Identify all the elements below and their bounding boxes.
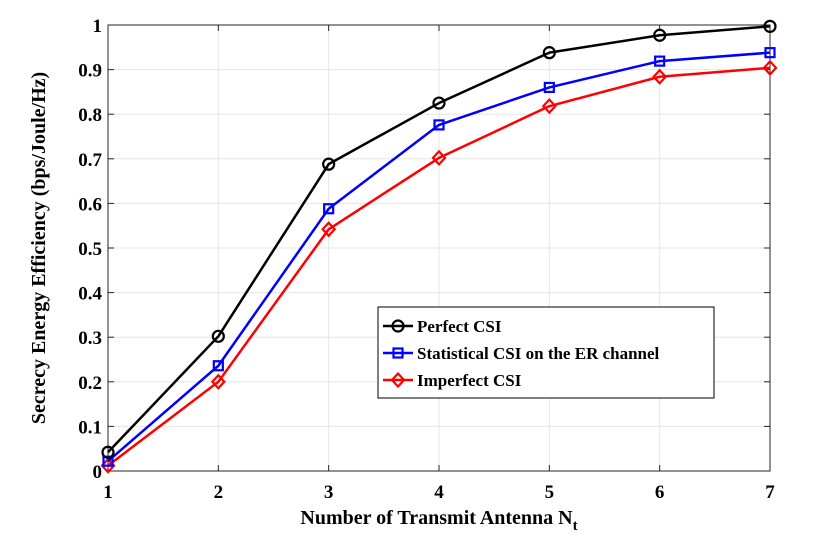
x-axis-title: Number of Transmit Antenna Nt [300, 507, 577, 534]
series-line [107, 66, 771, 467]
legend-entry: Perfect CSI [383, 317, 502, 336]
data-point [431, 149, 447, 167]
data-point [542, 46, 556, 60]
y-tick-label: 0.9 [78, 61, 102, 82]
data-point [763, 19, 777, 33]
data-point [653, 28, 667, 42]
grid [107, 24, 771, 472]
y-tick-label: 0.1 [78, 417, 102, 438]
legend-marker [391, 319, 405, 333]
data-point [211, 329, 225, 343]
x-tick-label: 1 [103, 482, 113, 503]
y-tick-label: 0.4 [78, 284, 102, 305]
x-tick-label: 2 [214, 482, 224, 503]
data-point [323, 203, 335, 215]
data-point [541, 98, 557, 115]
data-point [212, 360, 224, 372]
y-tick-label: 0.2 [78, 373, 102, 394]
series-lines [100, 19, 778, 474]
axis-ticks: 1 2 3 4 5 6 7 0 0.1 0.2 0.3 0.4 0.5 0.6 0.7 0.8 0.9 1 [78, 16, 775, 503]
data-point [101, 445, 115, 459]
data-point [322, 157, 336, 171]
y-tick-label: 1 [93, 16, 103, 37]
data-point [321, 221, 337, 238]
series-diamond [100, 59, 778, 474]
data-point [764, 47, 776, 59]
legend-label: Statistical CSI on the ER channel [417, 344, 660, 363]
x-tick-label: 6 [655, 482, 665, 503]
legend-label: Imperfect CSI [417, 371, 522, 390]
legend-entry: Statistical CSI on the ER channel [383, 344, 660, 363]
legend-marker [392, 347, 404, 359]
data-point [652, 68, 668, 85]
legend-marker [390, 371, 406, 389]
legend-entry: Imperfect CSI [383, 371, 522, 390]
data-point [210, 373, 226, 390]
y-axis-title: Secrecy Energy Efficiency (bps/Joule/Hz) [28, 72, 50, 424]
legend-label: Perfect CSI [417, 317, 502, 336]
data-point [432, 96, 446, 110]
y-tick-label: 0.6 [78, 194, 102, 215]
y-tick-label: 0.8 [78, 105, 102, 126]
x-tick-label: 4 [434, 482, 444, 503]
x-tick-label: 3 [324, 482, 334, 503]
series-line [107, 25, 771, 454]
y-tick-label: 0 [93, 462, 103, 483]
data-point [433, 119, 445, 131]
data-point [654, 55, 666, 67]
y-tick-label: 0.5 [78, 239, 102, 260]
legend: Perfect CSI Statistical CSI on the ER cha… [377, 306, 715, 399]
x-tick-label: 7 [765, 482, 775, 503]
data-point [762, 59, 778, 76]
series-circle [101, 19, 777, 459]
y-tick-label: 0.7 [78, 150, 102, 171]
legend-box [377, 306, 715, 399]
y-tick-label: 0.3 [78, 328, 102, 349]
series-square [102, 47, 776, 467]
x-tick-label: 5 [545, 482, 555, 503]
series-line [107, 51, 771, 463]
data-point [543, 81, 555, 94]
